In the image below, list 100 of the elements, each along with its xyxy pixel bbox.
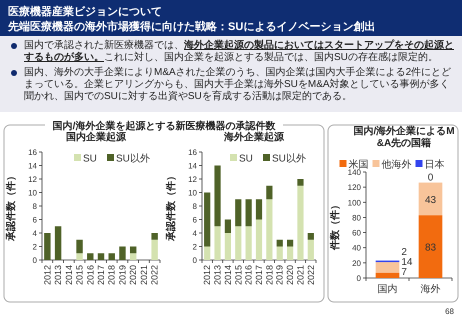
x-tick-label: 2018 <box>106 265 117 286</box>
bar <box>98 253 104 260</box>
legend-label: 他海外 <box>382 158 412 170</box>
y-tick-label: 2 <box>192 242 198 252</box>
bar <box>297 186 304 260</box>
bar <box>418 215 442 278</box>
bar <box>276 246 283 260</box>
x-tick-label: 2013 <box>53 265 64 286</box>
x-tick-label: 2015 <box>233 265 244 286</box>
bar <box>256 199 262 220</box>
bar <box>204 246 210 260</box>
legend-label: SU <box>239 154 253 164</box>
text: 国内/海外企業を起源とする新医療機器の承認件数 <box>52 120 276 132</box>
bar <box>266 186 272 200</box>
y-tick-label: 140 <box>348 168 362 177</box>
legend-label: SU以外 <box>116 152 150 164</box>
y-tick-label: 20 <box>352 258 362 268</box>
x-tick-label: 2019 <box>274 265 285 286</box>
text: 68 <box>445 307 455 316</box>
y-tick-label: 6 <box>192 216 198 224</box>
x-tick-label: 2013 <box>212 265 223 286</box>
bar <box>54 226 62 260</box>
bar <box>246 226 252 260</box>
bar <box>246 199 252 226</box>
text: 国内で承認された新医療機器では、海外企業起源の製品においてはスタートアップをその起源とするものが多い。これに対し、国内企業を起源とする製品では、国内SUの存在感は限定的。 <box>24 40 454 63</box>
bar <box>119 246 126 260</box>
x-tick-label: 2018 <box>264 265 274 286</box>
legend-label: 日本 <box>424 158 444 170</box>
x-tick-label: 2020 <box>285 265 296 286</box>
bar <box>151 233 158 240</box>
x-tick-label: 2017 <box>254 265 264 286</box>
bar <box>297 179 304 186</box>
bar <box>76 240 83 254</box>
x-tick-label: 2020 <box>128 265 138 286</box>
x-tick-label: 国内 <box>378 283 398 295</box>
bar <box>214 166 221 226</box>
x-tick-label: 2021 <box>138 265 149 286</box>
bar <box>286 246 294 260</box>
data-label: 2 <box>401 247 408 258</box>
y-tick-label: 10 <box>188 188 198 198</box>
bar <box>87 253 94 260</box>
x-tick-label: 2012 <box>42 265 52 286</box>
y-tick-label: 0 <box>356 274 362 283</box>
y-tick-label: 80 <box>352 213 362 222</box>
x-tick-label: 海外 <box>420 283 440 295</box>
y-tick-label: 14 <box>188 162 198 170</box>
y-tick-label: 4 <box>192 229 198 238</box>
x-tick-label: 2015 <box>74 265 85 286</box>
x-tick-label: 2014 <box>222 265 233 286</box>
bar <box>235 199 242 226</box>
y-tick-label: 14 <box>28 162 38 170</box>
y-tick-label: 8 <box>192 202 198 211</box>
y-tick-label: 16 <box>188 148 198 157</box>
bar <box>376 272 400 278</box>
bar <box>76 253 83 260</box>
bar <box>204 192 210 246</box>
y-tick-label: 4 <box>32 229 38 238</box>
bar <box>276 240 283 246</box>
y-axis-title: 件数（件） <box>329 200 341 251</box>
y-tick-label: 40 <box>352 244 362 253</box>
x-tick-label: 2016 <box>85 265 96 286</box>
bar <box>130 253 136 260</box>
x-tick-label: 2016 <box>244 265 254 286</box>
y-tick-label: 6 <box>32 216 38 224</box>
y-tick-label: 100 <box>348 198 362 208</box>
bar <box>286 240 294 246</box>
legend-label: SU以外 <box>272 152 306 164</box>
y-tick-label: 12 <box>28 175 38 184</box>
y-tick-label: 12 <box>188 175 198 184</box>
data-label: 14 <box>401 257 413 268</box>
text: 国内、海外の大手企業によりM&Aされた企業のうち、国内企業は国内大手企業による2件にとどまっている。企業ヒアリングからも、国内大手企業は海外SUをM&A対象としている事例が多く聞かれ、国内でのSUに対する出資やSUを育成する活動は限定的である。 <box>23 67 452 103</box>
x-tick-label: 2012 <box>202 265 212 286</box>
x-tick-label: 2022 <box>150 265 160 286</box>
bar <box>108 253 115 260</box>
legend-label: SU <box>83 154 97 164</box>
bar <box>256 220 262 260</box>
bar <box>214 226 221 260</box>
data-label: 83 <box>424 242 436 254</box>
bar <box>418 182 442 216</box>
y-axis-title: 承認件数（件） <box>165 171 177 242</box>
y-tick-label: 8 <box>32 202 38 211</box>
y-tick-label: 16 <box>28 148 38 157</box>
text: 先端医療機器の海外市場獲得に向けた戦略：SUによるイノベーション創出 <box>7 20 376 33</box>
bar <box>308 233 314 240</box>
text: 医療機器産業ビジョンについて <box>8 5 162 18</box>
y-axis-title: 承認件数（件） <box>5 171 17 242</box>
bar <box>308 240 314 260</box>
chart-title: 海外企業起源 <box>223 131 285 143</box>
bar <box>44 233 51 260</box>
chart-title: 国内企業起源 <box>66 131 127 143</box>
x-tick-label: 2022 <box>306 265 316 286</box>
y-tick-label: 0 <box>32 256 38 265</box>
chart-title: 国内/海外企業によるM&A先の国籍 <box>353 125 455 149</box>
y-tick-label: 10 <box>28 188 38 198</box>
bar <box>130 246 136 254</box>
y-tick-label: 0 <box>192 256 198 265</box>
x-tick-label: 2021 <box>295 265 306 286</box>
y-tick-label: 2 <box>32 242 38 252</box>
data-label: 0 <box>428 172 434 184</box>
legend-label: 米国 <box>348 158 368 170</box>
